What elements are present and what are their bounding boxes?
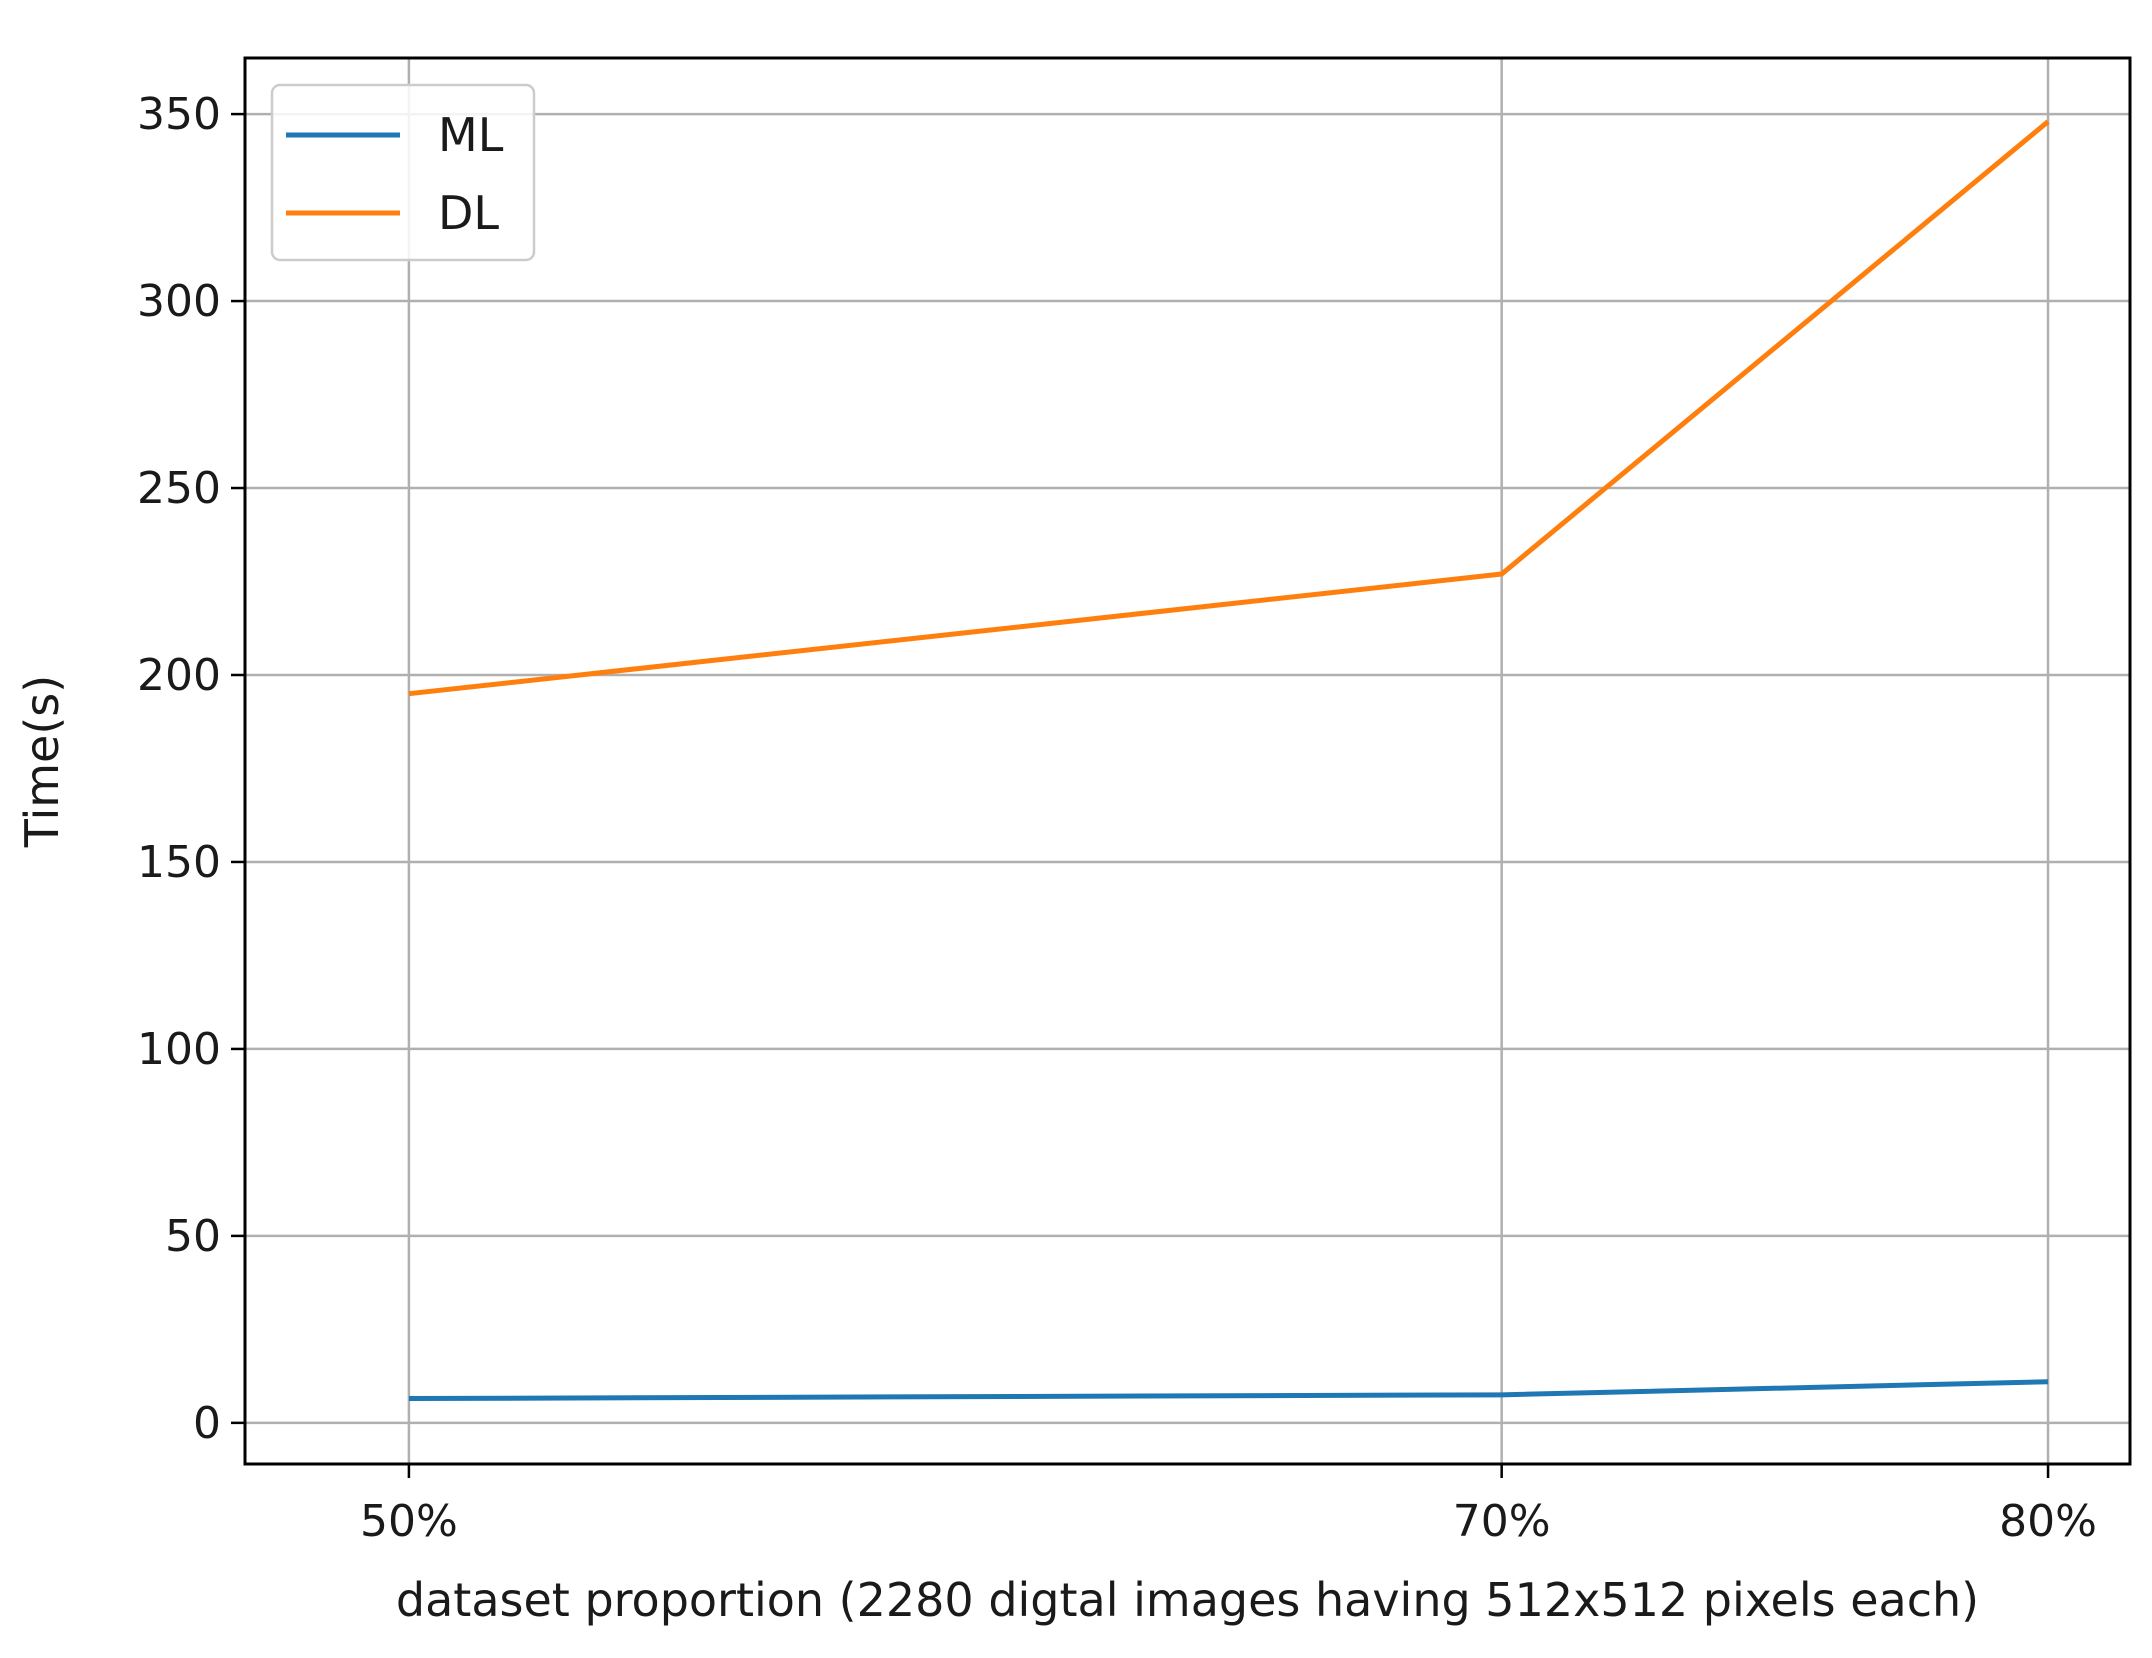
y-tick-label: 0 [193,1398,221,1449]
x-tick-label: 50% [360,1496,458,1547]
y-tick-label: 250 [137,463,221,514]
x-axis-label: dataset proportion (2280 digtal images h… [396,1573,1979,1627]
legend-label-ml: ML [438,108,504,162]
y-tick-label: 200 [137,650,221,701]
y-axis-ticks: 0 50 100 150 200 250 300 350 [137,89,245,1449]
y-tick-label: 300 [137,276,221,327]
y-tick-label: 350 [137,89,221,140]
y-axis-label: Time(s) [15,675,69,848]
series-lines [408,119,2050,1402]
legend-box [270,83,536,262]
grid-lines [245,58,2130,1464]
legend: ML DL [270,83,536,262]
y-tick-label: 100 [137,1024,221,1075]
y-tick-label: 50 [165,1211,221,1262]
x-axis-ticks: 50% 70% 80% [360,1464,2097,1547]
x-tick-label: 80% [1999,1496,2097,1547]
plot-area-frame [243,56,2132,1466]
series-line-ml [408,1379,2049,1402]
series-line-dl [408,119,2050,697]
y-tick-label: 150 [137,837,221,888]
x-tick-label: 70% [1453,1496,1551,1547]
legend-label-dl: DL [438,186,499,240]
